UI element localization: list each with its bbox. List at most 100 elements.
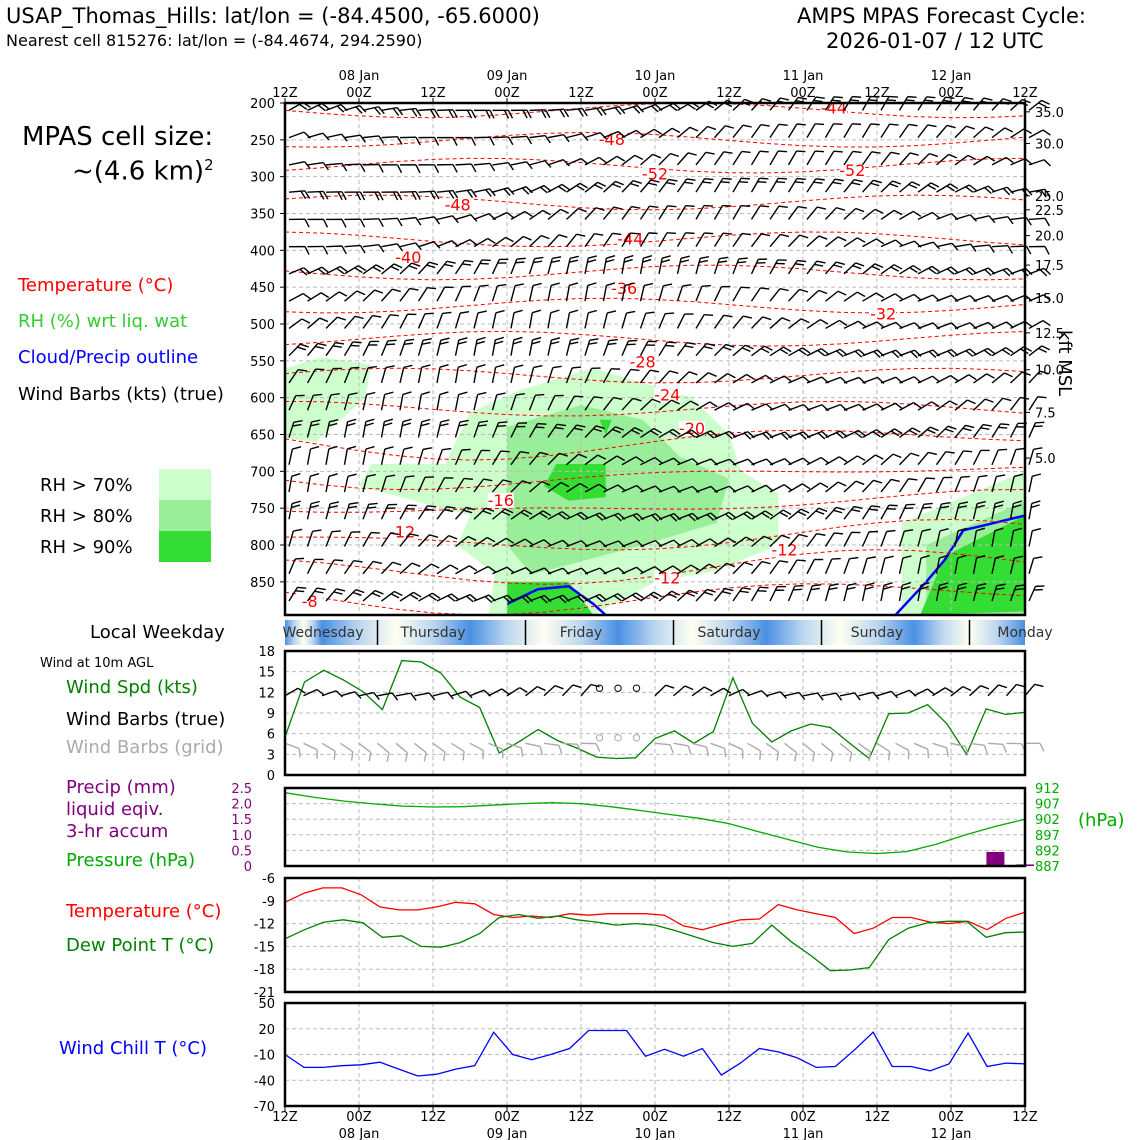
barb-flag <box>857 429 866 437</box>
upper-wind-barb <box>547 365 562 384</box>
upper-wind-barb <box>769 259 787 275</box>
upper-wind-barb <box>381 217 403 227</box>
upper-wind-barb <box>380 418 394 438</box>
barb-flag <box>908 478 918 481</box>
barb-flag <box>1043 294 1051 302</box>
upper-wind-barb <box>399 164 421 174</box>
barb-staff <box>584 512 600 520</box>
upper-wind-barb <box>862 238 885 248</box>
barb-staff <box>765 691 781 697</box>
barb-staff <box>1009 476 1015 493</box>
barb-staff <box>380 561 394 575</box>
upper-wind-barb <box>991 583 1006 602</box>
barb-flag <box>797 511 807 517</box>
barb-staff <box>473 422 480 438</box>
barb-flag <box>334 559 344 562</box>
barb-flag <box>964 96 974 100</box>
barb-staff <box>876 690 892 697</box>
upper-wind-barb <box>473 284 489 302</box>
barb-staff <box>936 322 952 330</box>
upper-wind-barb <box>288 131 312 139</box>
barb-flag <box>988 244 995 253</box>
barb-flag <box>410 692 417 701</box>
upper-wind-barb <box>898 152 919 166</box>
barb-flag <box>524 538 533 545</box>
barb-flag <box>626 310 636 314</box>
upper-wind-barb <box>381 135 403 145</box>
barb-staff <box>358 742 372 754</box>
barb-staff <box>913 742 929 750</box>
barb-flag <box>654 566 663 573</box>
barb-flag <box>797 205 807 209</box>
barb-flag <box>932 375 940 383</box>
barb-flag <box>741 150 751 154</box>
barb-staff <box>528 423 539 438</box>
upper-wind-barb <box>1028 267 1052 277</box>
bottom-date-label: 09 Jan <box>487 1127 528 1140</box>
barb-staff <box>325 531 333 547</box>
barb-flag <box>708 372 717 377</box>
barb-staff <box>658 232 668 248</box>
upper-wind-barb <box>454 285 472 302</box>
barb-staff <box>603 155 618 166</box>
grid-calm-circle <box>614 734 622 742</box>
barb-staff <box>732 511 748 520</box>
upper-wind-barb <box>640 427 662 439</box>
upper-wind-barb <box>658 565 681 575</box>
barb-staff <box>991 449 999 465</box>
barb-flag <box>818 235 828 240</box>
upper-wind-barb <box>1009 500 1023 520</box>
barb-flag <box>799 432 807 440</box>
temperature-contour <box>284 264 1026 281</box>
upper-wind-barb <box>1009 447 1025 465</box>
contour-label-bg <box>654 570 681 586</box>
barb-flag <box>451 240 460 248</box>
barb-flag <box>631 594 641 601</box>
barb-flag <box>367 506 377 509</box>
barb-flag <box>890 478 900 483</box>
upper-wind-barb <box>288 343 309 357</box>
barb-flag <box>909 152 919 156</box>
barb-flag <box>429 261 439 266</box>
barb-flag <box>374 589 384 595</box>
upper-wind-barb <box>954 243 977 252</box>
barb-staff <box>954 374 970 384</box>
station-title: USAP_Thomas_Hills: lat/lon = (-84.4500, … <box>6 4 540 28</box>
barb-flag <box>651 514 659 522</box>
barb-flag <box>833 123 843 126</box>
barb-staff <box>806 404 823 411</box>
upper-wind-barb <box>325 445 338 465</box>
barb-staff <box>362 218 380 221</box>
grid-wind-barb <box>858 742 872 762</box>
temperature-contour-label: -52 <box>839 161 865 180</box>
barb-staff <box>713 151 725 166</box>
barb-flag <box>378 164 384 173</box>
barb-flag <box>874 454 884 460</box>
barb-flag <box>892 453 902 459</box>
barb-staff <box>917 451 929 466</box>
barb-flag <box>514 364 524 369</box>
upper-wind-barb <box>843 291 866 302</box>
barb-staff <box>1028 476 1033 493</box>
barb-staff <box>750 287 762 302</box>
barb-flag <box>976 554 986 559</box>
upper-wind-barb <box>861 151 881 166</box>
upper-wind-barb <box>806 558 824 575</box>
barb-staff <box>584 396 595 411</box>
barb-staff <box>306 421 313 438</box>
upper-wind-barb <box>399 591 422 602</box>
barb-staff <box>566 540 582 548</box>
barb-flag <box>368 752 372 762</box>
upper-wind-barb <box>824 583 839 602</box>
barb-staff <box>639 179 652 193</box>
barb-flag <box>815 150 825 153</box>
barb-flag <box>569 341 579 345</box>
kft-tick-label: 17.5 <box>1035 259 1064 274</box>
barb-staff <box>325 559 335 575</box>
upper-wind-barb <box>695 313 714 329</box>
upper-wind-barb <box>621 484 644 493</box>
upper-wind-barb <box>325 473 338 493</box>
barb-staff <box>418 563 432 575</box>
barb-flag <box>704 313 714 317</box>
barb-flag <box>587 282 597 287</box>
